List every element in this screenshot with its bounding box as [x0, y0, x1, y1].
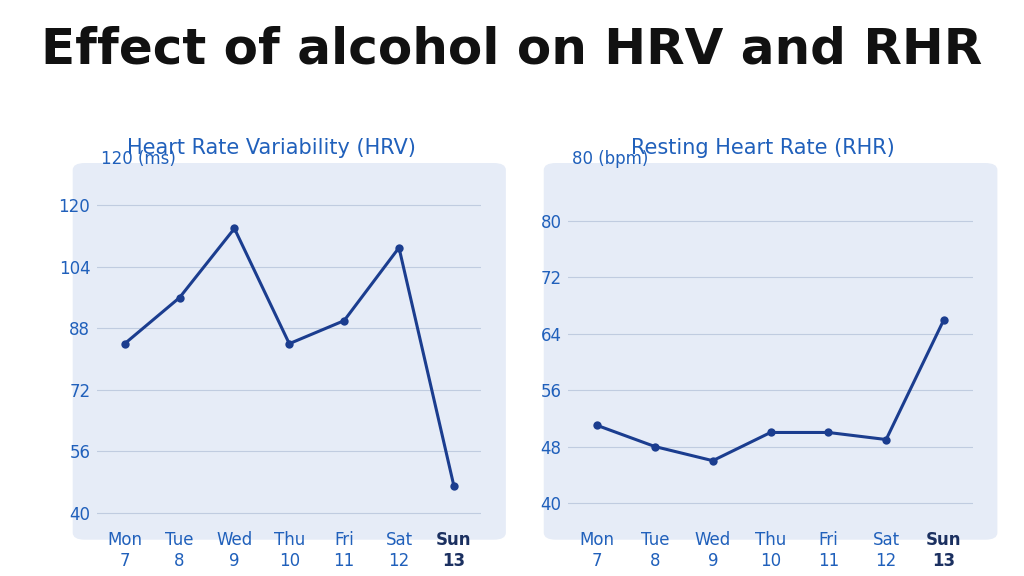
Text: Effect of alcohol on HRV and RHR: Effect of alcohol on HRV and RHR	[41, 26, 983, 74]
Text: 120 (ms): 120 (ms)	[101, 150, 176, 168]
Text: Heart Rate Variability (HRV): Heart Rate Variability (HRV)	[127, 138, 416, 158]
Text: Resting Heart Rate (RHR): Resting Heart Rate (RHR)	[631, 138, 895, 158]
Text: 80 (bpm): 80 (bpm)	[572, 150, 649, 168]
